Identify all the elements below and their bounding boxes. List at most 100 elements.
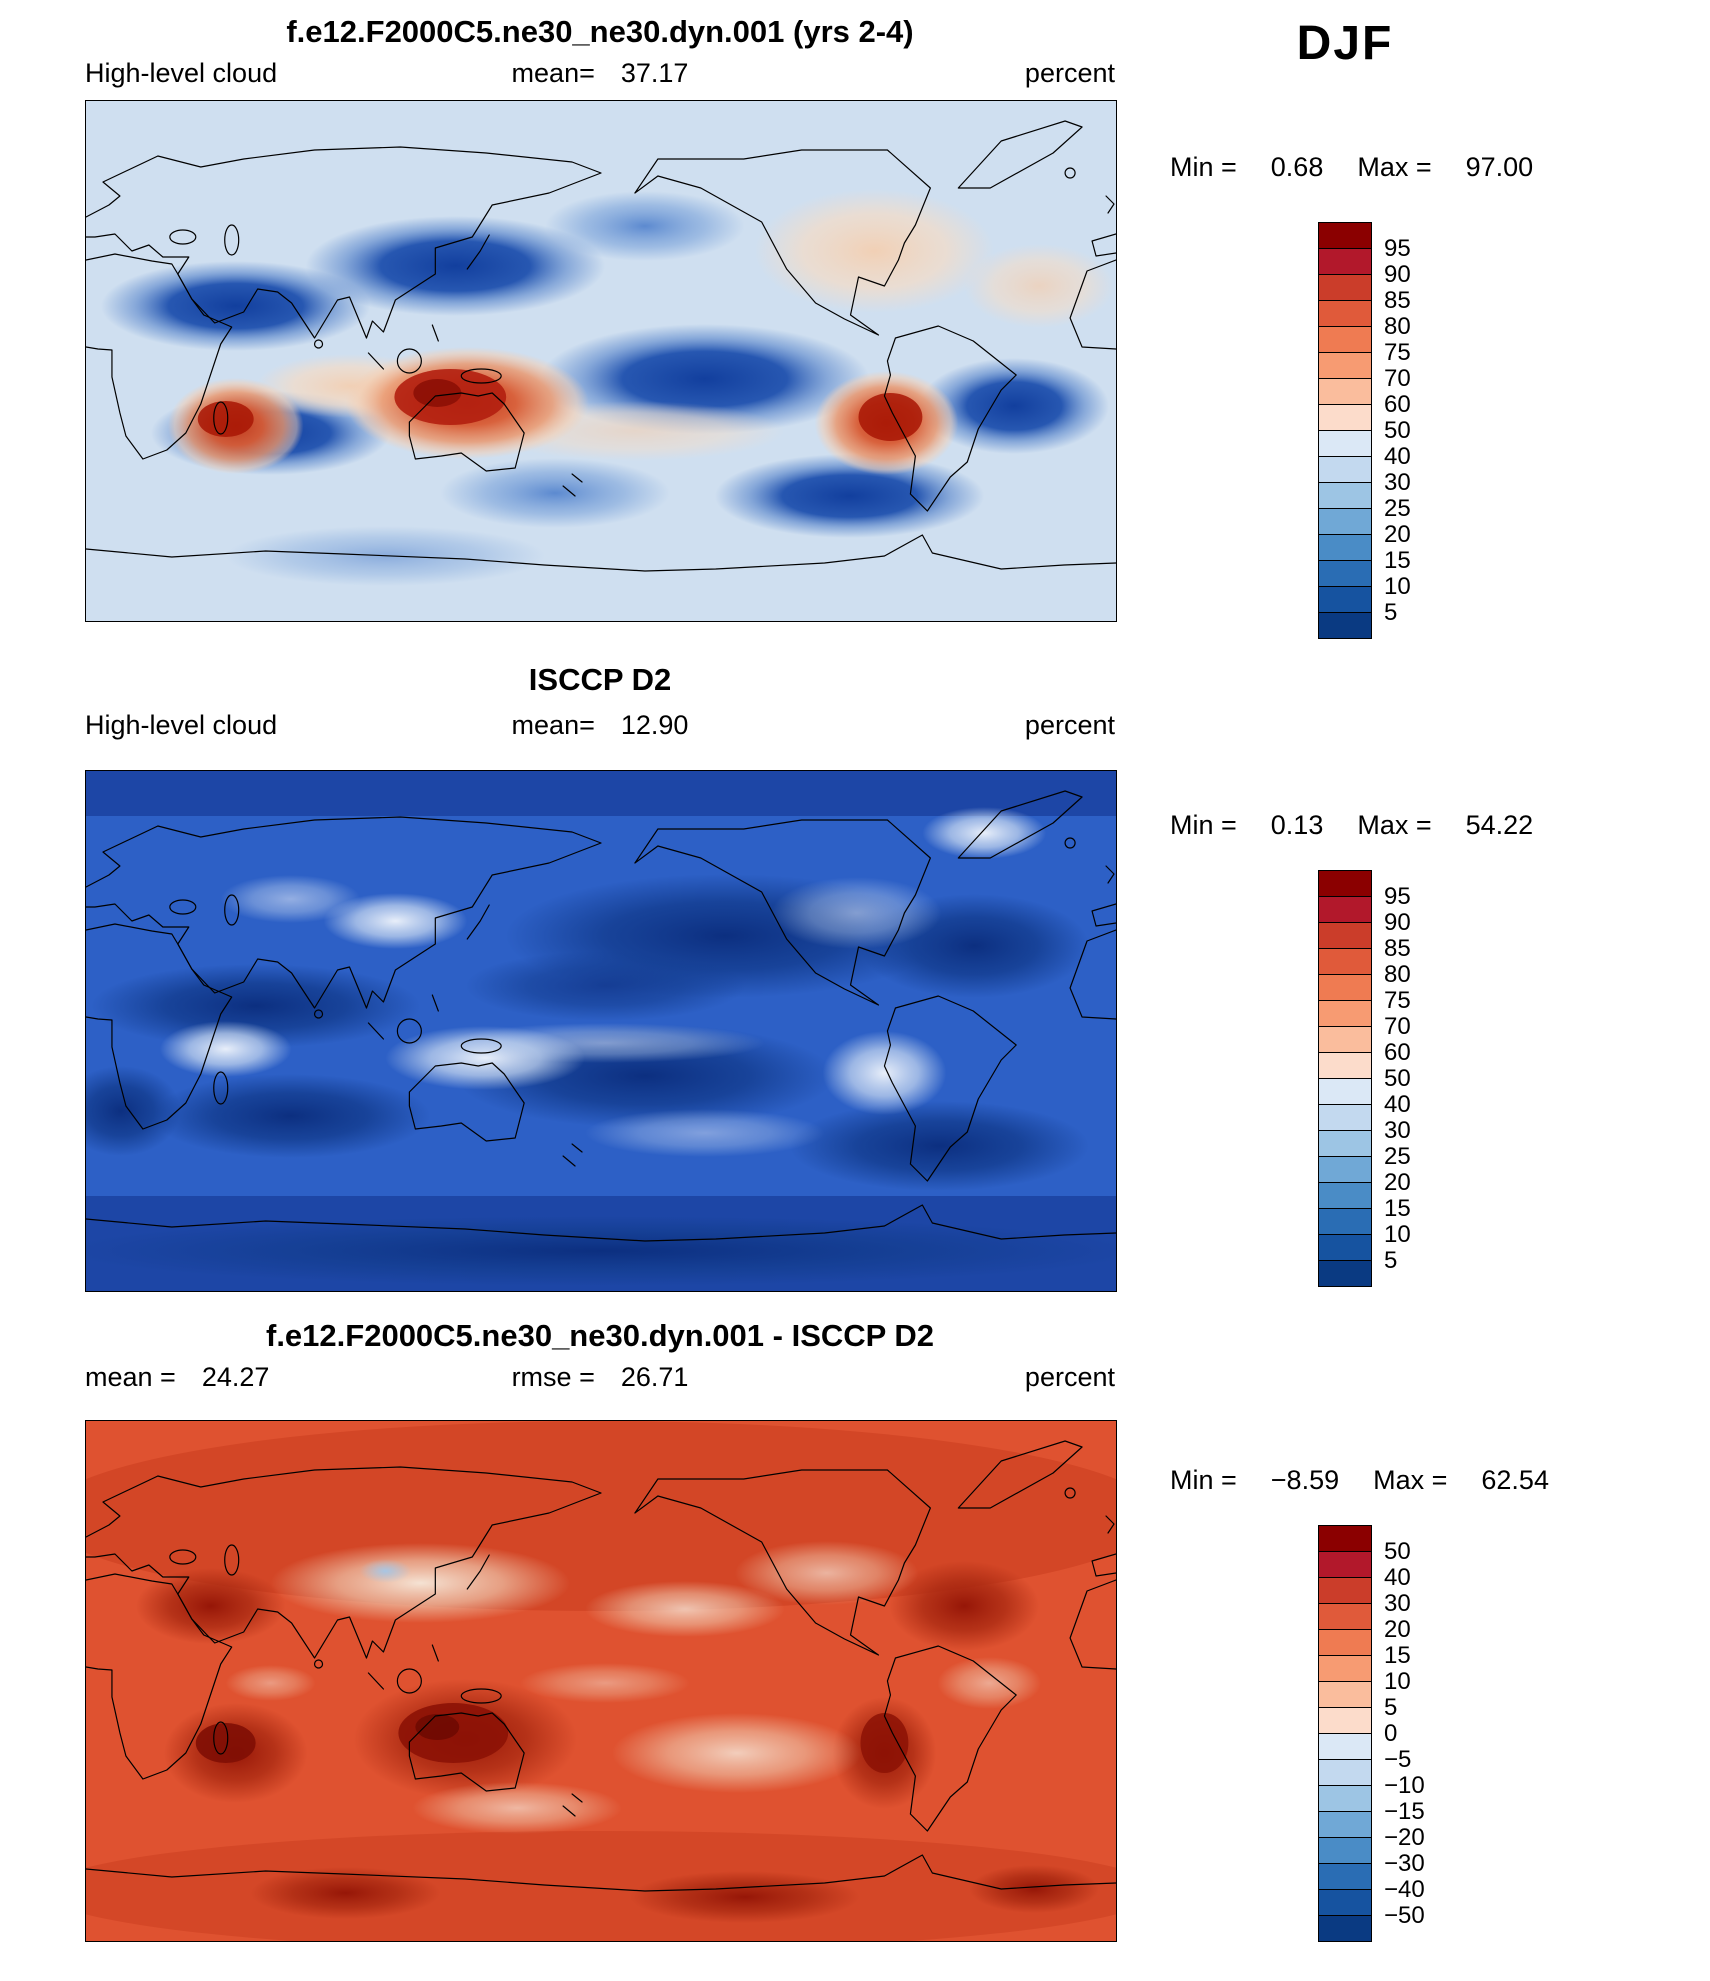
colorbar-tick-label: 80 [1384,961,1411,988]
colorbar-cell [1318,274,1372,301]
colorbar-tick-label: 85 [1384,287,1411,314]
colorbar-cell [1318,1525,1372,1552]
colorbar-cell [1318,1208,1372,1235]
colorbar-cell [1318,1733,1372,1760]
colorbar-tick-label: 75 [1384,987,1411,1014]
colorbar-cell [1318,1260,1372,1287]
mean-value: 24.27 [201,1362,270,1392]
colorbar-cell [1318,300,1372,327]
minmax-row: Min = −8.59 Max = 62.54 [1170,1465,1650,1496]
colorbar-tick-label: −15 [1384,1798,1425,1825]
colorbar-tick-label: 20 [1384,1169,1411,1196]
colorbar-cell [1318,896,1372,923]
min-label: Min = [1170,810,1237,840]
colorbar-cell [1318,1603,1372,1630]
colorbar-cell [1318,1551,1372,1578]
colorbar-cell [1318,326,1372,353]
colorbar-tick-label: 80 [1384,313,1411,340]
colorbar-tick-label: 50 [1384,417,1411,444]
colorbar: 50 40 30 20 15 10 5 0 −5 −10 −15 −20 −30 −40 −50 [1318,1525,1478,1942]
colorbar-tick-label: −20 [1384,1824,1425,1851]
colorbar: 95 90 85 80 75 70 60 50 40 30 25 20 15 10 5 [1318,870,1478,1287]
units-label: percent [1024,58,1115,88]
colorbar-tick-label: 40 [1384,1564,1411,1591]
panel-header: High-level cloud mean= 37.17 percent [85,58,1115,89]
rmse-label: rmse = [511,1362,595,1392]
minmax-row: Min = 0.68 Max = 97.00 [1170,152,1650,183]
colorbar-tick-label: −40 [1384,1876,1425,1903]
colorbar-tick-label: 5 [1384,1247,1398,1274]
colorbar-cell [1318,974,1372,1001]
colorbar-cell [1318,222,1372,249]
colorbar-tick-label: 20 [1384,1616,1411,1643]
colorbar-cell [1318,1104,1372,1131]
rmse-group: rmse = 26.71 [428,1362,771,1393]
max-label: Max = [1373,1465,1448,1495]
colorbar-cell [1318,1577,1372,1604]
colorbar-cell [1318,612,1372,639]
colorbar-tick-label: 50 [1384,1538,1411,1565]
colorbar-cell [1318,1837,1372,1864]
colorbar-tick-label: 10 [1384,573,1411,600]
rmse-value: 26.71 [620,1362,689,1392]
colorbar-cell [1318,1182,1372,1209]
colorbar-tick-label: 85 [1384,935,1411,962]
colorbar-cell [1318,922,1372,949]
colorbar-tick-label: 30 [1384,1117,1411,1144]
colorbar-cell [1318,1785,1372,1812]
colorbar-cell [1318,482,1372,509]
colorbar-cell [1318,1052,1372,1079]
panel-title: f.e12.F2000C5.ne30_ne30.dyn.001 - ISCCP … [266,1318,934,1353]
colorbar-cell [1318,248,1372,275]
colorbar-tick-label: 30 [1384,469,1411,496]
colorbar-cell [1318,1811,1372,1838]
colorbar-tick-label: 50 [1384,1065,1411,1092]
colorbar-tick-label: 0 [1384,1720,1398,1747]
colorbar-tick-label: −30 [1384,1850,1425,1877]
colorbar-cell [1318,586,1372,613]
minmax-row: Min = 0.13 Max = 54.22 [1170,810,1650,841]
max-label: Max = [1357,810,1432,840]
colorbar-tick-label: 70 [1384,365,1411,392]
colorbar-tick-label: 25 [1384,495,1411,522]
colorbar-tick-label: 90 [1384,261,1411,288]
colorbar-cell [1318,352,1372,379]
colorbar-tick-label: 15 [1384,1195,1411,1222]
colorbar-tick-label: 25 [1384,1143,1411,1170]
colorbar-cell [1318,456,1372,483]
mean-value: 12.90 [620,710,689,740]
colorbar-tick-label: 5 [1384,599,1398,626]
colorbar-cell [1318,1655,1372,1682]
min-value: 0.68 [1270,152,1324,182]
colorbar-tick-label: 15 [1384,1642,1411,1669]
colorbar-cell [1318,1000,1372,1027]
colorbar-cell [1318,948,1372,975]
obs-map [85,770,1117,1292]
colorbar-cell [1318,404,1372,431]
colorbar-cell [1318,1629,1372,1656]
colorbar-cell [1318,1915,1372,1942]
mean-value: 37.17 [620,58,689,88]
colorbar-cell [1318,508,1372,535]
colorbar-tick-label: 10 [1384,1668,1411,1695]
mean-group: mean= 37.17 [428,58,771,89]
colorbar-cell [1318,378,1372,405]
colorbar-cell [1318,1759,1372,1786]
colorbar-tick-label: 30 [1384,1590,1411,1617]
variable-label: High-level cloud [85,710,278,740]
difference-map [85,1420,1117,1942]
colorbar-tick-label: 15 [1384,547,1411,574]
max-value: 62.54 [1481,1465,1549,1495]
mean-label: mean= [511,58,595,88]
colorbar-cell [1318,1234,1372,1261]
colorbar-tick-label: −10 [1384,1772,1425,1799]
panel-title: ISCCP D2 [528,662,672,697]
colorbar-cell [1318,1889,1372,1916]
colorbar-tick-label: 40 [1384,443,1411,470]
colorbar-cell [1318,1026,1372,1053]
colorbar-cell [1318,1156,1372,1183]
mean-label: mean= [511,710,595,740]
model-map [85,100,1117,622]
colorbar-cell [1318,430,1372,457]
